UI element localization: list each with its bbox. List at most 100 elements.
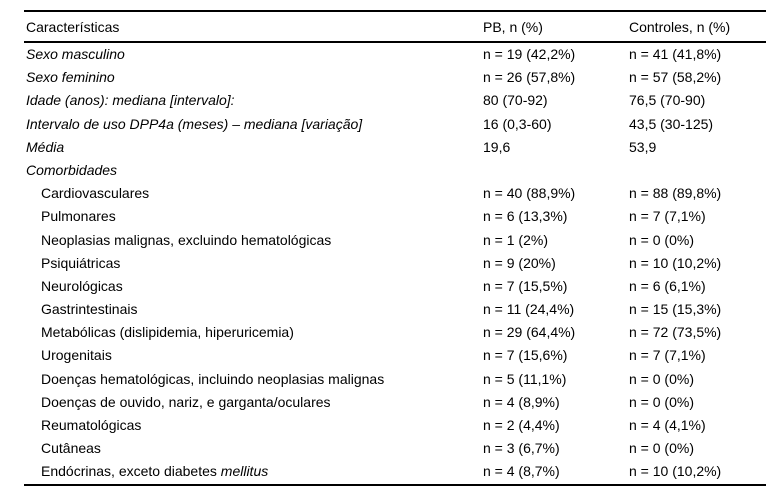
row-label-text: Cardiovasculares — [41, 185, 150, 202]
row-label-text: Média — [26, 138, 65, 155]
row-label-text: Doenças de ouvido, nariz, e garganta/ocu… — [41, 393, 331, 410]
row-label-text: Idade (anos): mediana [intervalo]: — [26, 92, 235, 109]
controles-value: n = 10 (10,2%) — [629, 463, 722, 480]
pb-value: n = 2 (4,4%) — [483, 417, 560, 433]
row-label-text: Sexo feminino — [26, 69, 115, 86]
pb-value: n = 6 (13,3%) — [483, 208, 568, 225]
table-row: Gastrintestinais n = 11 (24,4%) n = 15 (… — [24, 298, 766, 321]
controles-value: n = 7 (7,1%) — [629, 347, 706, 364]
row-label-text: Doenças hematológicas, incluindo neoplas… — [41, 370, 385, 387]
row-label-text: Neurológicas — [41, 277, 123, 294]
table-row: Doenças hematológicas, incluindo neoplas… — [24, 368, 766, 391]
table-row: Cardiovasculares n = 40 (88,9%) n = 88 (… — [24, 182, 766, 205]
row-label: Cardiovasculares — [24, 182, 483, 205]
controles-value: n = 15 (15,3%) — [629, 301, 722, 318]
controles-value: n = 0 (0%) — [629, 231, 694, 248]
table-row: Cutâneas n = 3 (6,7%) n = 0 (0%) — [24, 437, 766, 460]
controles-value: n = 0 (0%) — [629, 440, 694, 457]
pb-value: n = 29 (64,4%) — [483, 324, 576, 341]
controles-value: n = 10 (10,2%) — [629, 254, 722, 271]
row-label: Gastrintestinais — [24, 298, 483, 321]
row-label-text: Intervalo de uso DPP4a (meses) – mediana… — [26, 115, 363, 132]
controles-value: n = 0 (0%) — [629, 370, 694, 387]
row-label: Idade (anos): mediana [intervalo]: — [24, 89, 483, 112]
table-row: Pulmonares n = 6 (13,3%) n = 7 (7,1%) — [24, 205, 766, 228]
controles-value: n = 72 (73,5%) — [629, 324, 722, 341]
table-row: Reumatológicas n = 2 (4,4%) n = 4 (4,1%) — [24, 414, 766, 437]
pb-value: 19,6 — [483, 138, 511, 155]
row-label: Pulmonares — [24, 205, 483, 228]
row-label: Endócrinas, exceto diabetes mellitus — [24, 460, 483, 483]
row-label: Intervalo de uso DPP4a (meses) – mediana… — [24, 113, 483, 136]
row-label: Cutâneas — [24, 437, 483, 460]
row-label-text: Cutâneas — [41, 440, 101, 457]
controles-value: n = 6 (6,1%) — [629, 277, 706, 294]
row-label-text: Metabólicas (dislipidemia, hiperuricemia… — [41, 324, 294, 341]
pb-value: n = 7 (15,6%) — [483, 347, 568, 364]
pb-value: 16 (0,3-60) — [483, 115, 552, 132]
row-label-text: Urogenitais — [41, 347, 112, 364]
row-label-text: Endócrinas, exceto diabetes — [41, 463, 221, 480]
row-label: Neurológicas — [24, 275, 483, 298]
pb-value: n = 1 (2%) — [483, 231, 548, 248]
controles-value: 53,9 — [629, 138, 657, 155]
table-row: Neurológicas n = 7 (15,5%) n = 6 (6,1%) — [24, 275, 766, 298]
controles-value: n = 4 (4,1%) — [629, 417, 706, 433]
controles-value: n = 7 (7,1%) — [629, 208, 706, 225]
row-label-text: Gastrintestinais — [41, 301, 138, 318]
row-label: Urogenitais — [24, 344, 483, 367]
column-header-pb: PB, n (%) — [483, 19, 543, 35]
characteristics-table: Características PB, n (%) Controles, n (… — [24, 10, 766, 486]
controles-value: n = 57 (58,2%) — [629, 69, 722, 86]
table-row: Média 19,6 53,9 — [24, 136, 766, 159]
pb-value: n = 4 (8,7%) — [483, 463, 560, 480]
table-row: Sexo masculino n = 19 (42,2%) n = 41 (41… — [24, 43, 766, 66]
controles-value: 76,5 (70-90) — [629, 92, 706, 109]
column-header-caracteristicas: Características — [26, 19, 120, 35]
table-row: Intervalo de uso DPP4a (meses) – mediana… — [24, 113, 766, 136]
row-label: Comorbidades — [24, 159, 483, 182]
table-row: Psiquiátricas n = 9 (20%) n = 10 (10,2%) — [24, 252, 766, 275]
table-row: Comorbidades — [24, 159, 766, 182]
controles-value: n = 88 (89,8%) — [629, 185, 722, 202]
pb-value: n = 5 (11,1%) — [483, 370, 567, 387]
row-label-text: Sexo masculino — [26, 46, 125, 62]
pb-value: n = 7 (15,5%) — [483, 277, 568, 294]
controles-value: n = 0 (0%) — [629, 393, 694, 410]
row-label: Doenças de ouvido, nariz, e garganta/ocu… — [24, 391, 483, 414]
row-label: Doenças hematológicas, incluindo neoplas… — [24, 368, 483, 391]
row-label: Reumatológicas — [24, 414, 483, 437]
row-label-text: Pulmonares — [41, 208, 116, 225]
row-label: Média — [24, 136, 483, 159]
pb-value: n = 19 (42,2%) — [483, 46, 576, 62]
controles-value: 43,5 (30-125) — [629, 115, 714, 132]
table-row: Endócrinas, exceto diabetes mellitus n =… — [24, 460, 766, 483]
row-label-text: Neoplasias malignas, excluindo hematológ… — [41, 231, 332, 248]
controles-value — [629, 159, 766, 182]
table-row: Neoplasias malignas, excluindo hematológ… — [24, 229, 766, 252]
table-row: Urogenitais n = 7 (15,6%) n = 7 (7,1%) — [24, 344, 766, 367]
table-header-row: Características PB, n (%) Controles, n (… — [24, 12, 766, 43]
pb-value: 80 (70-92) — [483, 92, 548, 109]
table-row: Sexo feminino n = 26 (57,8%) n = 57 (58,… — [24, 66, 766, 89]
pb-value: n = 3 (6,7%) — [483, 440, 560, 457]
row-label: Sexo masculino — [24, 43, 483, 66]
table-row: Metabólicas (dislipidemia, hiperuricemia… — [24, 321, 766, 344]
row-label: Neoplasias malignas, excluindo hematológ… — [24, 229, 483, 252]
pb-value: n = 26 (57,8%) — [483, 69, 576, 86]
controles-value: n = 41 (41,8%) — [629, 46, 722, 62]
row-label: Psiquiátricas — [24, 252, 483, 275]
pb-value: n = 40 (88,9%) — [483, 185, 576, 202]
row-label: Sexo feminino — [24, 66, 483, 89]
table-body: Sexo masculino n = 19 (42,2%) n = 41 (41… — [24, 43, 766, 484]
row-label-text: Psiquiátricas — [41, 254, 121, 271]
row-label-italic-text: mellitus — [220, 463, 269, 480]
row-label: Metabólicas (dislipidemia, hiperuricemia… — [24, 321, 483, 344]
pb-value: n = 11 (24,4%) — [483, 301, 575, 318]
table-row: Idade (anos): mediana [intervalo]: 80 (7… — [24, 89, 766, 112]
pb-value: n = 4 (8,9%) — [483, 393, 560, 410]
table-row: Doenças de ouvido, nariz, e garganta/ocu… — [24, 391, 766, 414]
row-label-text: Comorbidades — [26, 161, 118, 178]
column-header-controles: Controles, n (%) — [629, 19, 731, 35]
